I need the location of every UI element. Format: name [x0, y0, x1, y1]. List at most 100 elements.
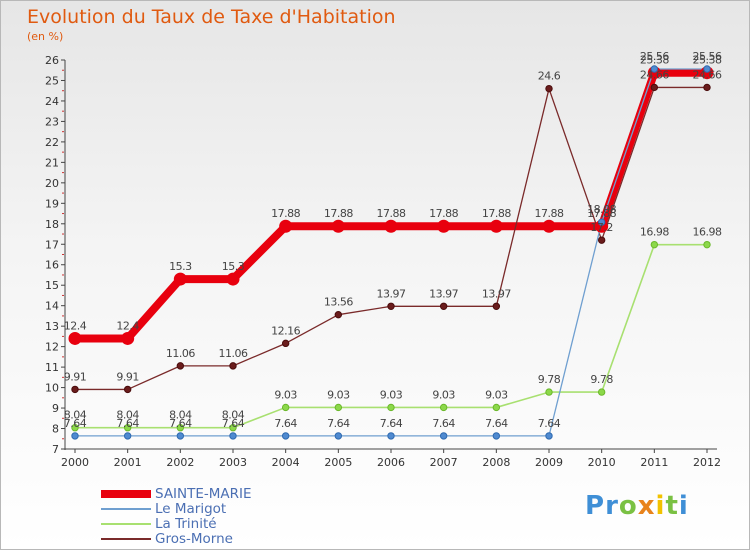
data-point-gros-morne: [597, 236, 606, 244]
data-point-gros-morne: [281, 339, 290, 348]
data-label-la-trinite: 9.78: [538, 373, 561, 386]
data-point-le-marigot: [703, 65, 711, 73]
legend-label: Le Marigot: [155, 501, 227, 517]
data-label-sainte-marie: 17.88: [429, 207, 458, 220]
data-label-le-marigot: 25.56: [640, 50, 669, 63]
data-point-le-marigot: [387, 432, 395, 440]
data-point-gros-morne: [703, 83, 711, 92]
data-label-gros-morne: 13.97: [429, 287, 458, 300]
data-point-le-marigot: [71, 432, 79, 440]
data-label-sainte-marie: 15.3: [222, 260, 245, 273]
data-point-gros-morne: [176, 362, 185, 370]
data-label-la-trinite: 16.98: [640, 226, 669, 239]
legend-label: La Trinité: [155, 516, 217, 532]
y-tick-label: 9: [52, 402, 59, 415]
data-point-sainte-marie: [489, 219, 503, 233]
data-point-la-trinite: [387, 403, 395, 412]
data-point-gros-morne: [123, 385, 132, 394]
data-label-le-marigot: 7.64: [169, 417, 192, 430]
series-line-gros-morne: [75, 86, 707, 391]
data-label-gros-morne: 24.66: [693, 68, 722, 81]
data-point-le-marigot: [545, 432, 553, 440]
data-point-le-marigot: [176, 432, 185, 440]
y-tick-label: 8: [52, 423, 59, 436]
data-label-gros-morne: 24.66: [640, 68, 669, 81]
data-point-la-trinite: [597, 388, 606, 396]
data-point-la-trinite: [71, 424, 79, 432]
proxiti-logo: Proxiti: [585, 491, 689, 521]
data-label-gros-morne: 24.6: [538, 70, 561, 83]
x-tick-label: 2011: [640, 456, 668, 469]
y-tick-label: 23: [45, 115, 59, 128]
y-tick-label: 11: [45, 361, 59, 374]
data-label-le-marigot: 7.64: [64, 417, 87, 430]
data-point-gros-morne: [229, 362, 237, 370]
y-tick-label: 10: [45, 382, 59, 395]
data-point-la-trinite: [176, 424, 185, 432]
y-tick-label: 16: [45, 259, 59, 272]
x-tick-label: 2005: [324, 456, 352, 469]
data-label-gros-morne: 9.91: [64, 370, 87, 383]
legend-swatch: [101, 523, 151, 525]
data-point-gros-morne: [650, 83, 659, 92]
data-label-le-marigot: 7.64: [380, 417, 403, 430]
logo-letter: r: [605, 491, 619, 521]
data-label-sainte-marie: 15.3: [169, 260, 192, 273]
legend-label: Gros-Morne: [155, 531, 233, 547]
x-tick-label: 2007: [430, 456, 458, 469]
data-point-le-marigot: [334, 432, 343, 440]
x-tick-label: 2001: [114, 456, 142, 469]
data-point-gros-morne: [334, 310, 343, 319]
data-point-gros-morne: [71, 385, 79, 394]
y-tick-label: 15: [45, 279, 59, 292]
data-label-sainte-marie: 17.88: [271, 207, 300, 220]
data-label-le-marigot: 7.64: [116, 417, 139, 430]
data-point-sainte-marie: [542, 219, 556, 233]
data-label-le-marigot: 7.64: [274, 417, 297, 430]
data-label-la-trinite: 8.04: [169, 409, 192, 422]
data-label-le-marigot: 7.64: [538, 417, 561, 430]
data-point-la-trinite: [650, 240, 659, 249]
y-tick-label: 24: [45, 95, 59, 108]
data-point-la-trinite: [334, 403, 343, 412]
data-label-gros-morne: 17.2: [590, 221, 613, 234]
data-label-gros-morne: 13.97: [482, 287, 511, 300]
data-label-le-marigot: 25.56: [693, 50, 722, 63]
y-tick-label: 26: [45, 54, 59, 67]
y-tick-label: 12: [45, 341, 59, 354]
data-point-sainte-marie: [384, 219, 398, 233]
chart-title: Evolution du Taux de Taxe d'Habitation: [27, 6, 396, 28]
data-label-gros-morne: 13.56: [324, 296, 353, 309]
data-label-la-trinite: 9.03: [432, 388, 455, 401]
data-point-gros-morne: [492, 302, 501, 310]
data-label-la-trinite: 9.03: [380, 388, 403, 401]
y-tick-label: 25: [45, 74, 59, 87]
x-tick-label: 2006: [377, 456, 405, 469]
data-point-la-trinite: [703, 240, 711, 249]
data-label-gros-morne: 13.97: [377, 287, 406, 300]
data-point-la-trinite: [281, 403, 290, 412]
data-point-le-marigot: [650, 65, 659, 73]
y-tick-label: 19: [45, 197, 59, 210]
data-label-gros-morne: 11.06: [166, 347, 195, 360]
data-label-le-marigot: 7.64: [432, 417, 455, 430]
data-label-sainte-marie: 25.38: [693, 54, 722, 67]
data-label-la-trinite: 9.03: [274, 388, 297, 401]
data-point-gros-morne: [387, 302, 395, 310]
data-point-gros-morne: [545, 84, 553, 93]
logo-letter: i: [655, 491, 666, 521]
legend-swatch: [101, 508, 151, 510]
data-label-la-trinite: 16.98: [693, 226, 722, 239]
data-label-la-trinite: 9.78: [590, 373, 613, 386]
y-tick-label: 22: [45, 136, 59, 149]
data-point-le-marigot: [439, 432, 448, 440]
data-point-le-marigot: [123, 432, 132, 440]
x-tick-label: 2000: [61, 456, 89, 469]
data-point-gros-morne: [439, 302, 448, 310]
data-point-le-marigot: [281, 432, 290, 440]
logo-letter: P: [585, 491, 606, 521]
data-label-sainte-marie: 12.4: [64, 319, 87, 332]
x-tick-label: 2002: [166, 456, 194, 469]
data-point-sainte-marie: [226, 272, 240, 286]
